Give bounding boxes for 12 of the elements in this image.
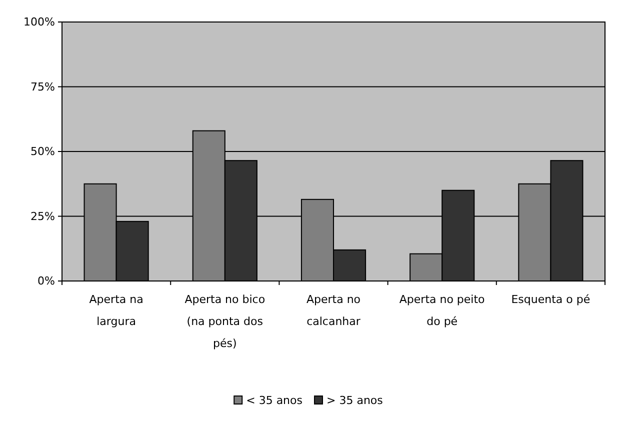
x-tick-label: Aperta no bico (na ponta dos pés) <box>184 293 266 350</box>
x-tick-label: Esquenta o pé <box>511 293 590 306</box>
y-tick-label: 25% <box>30 210 55 223</box>
y-tick-label: 50% <box>30 145 55 158</box>
legend-label: > 35 anos <box>326 394 384 407</box>
x-tick-label: Aperta no peito do pé <box>399 293 486 328</box>
x-tick-label: Aperta na largura <box>89 293 144 328</box>
legend-label: < 35 anos <box>246 394 303 407</box>
y-tick-label: 100% <box>24 16 55 29</box>
x-tick-label: Aperta no calcanhar <box>306 293 361 328</box>
y-tick-label: 75% <box>30 80 55 94</box>
y-tick-label: 0% <box>38 274 55 288</box>
